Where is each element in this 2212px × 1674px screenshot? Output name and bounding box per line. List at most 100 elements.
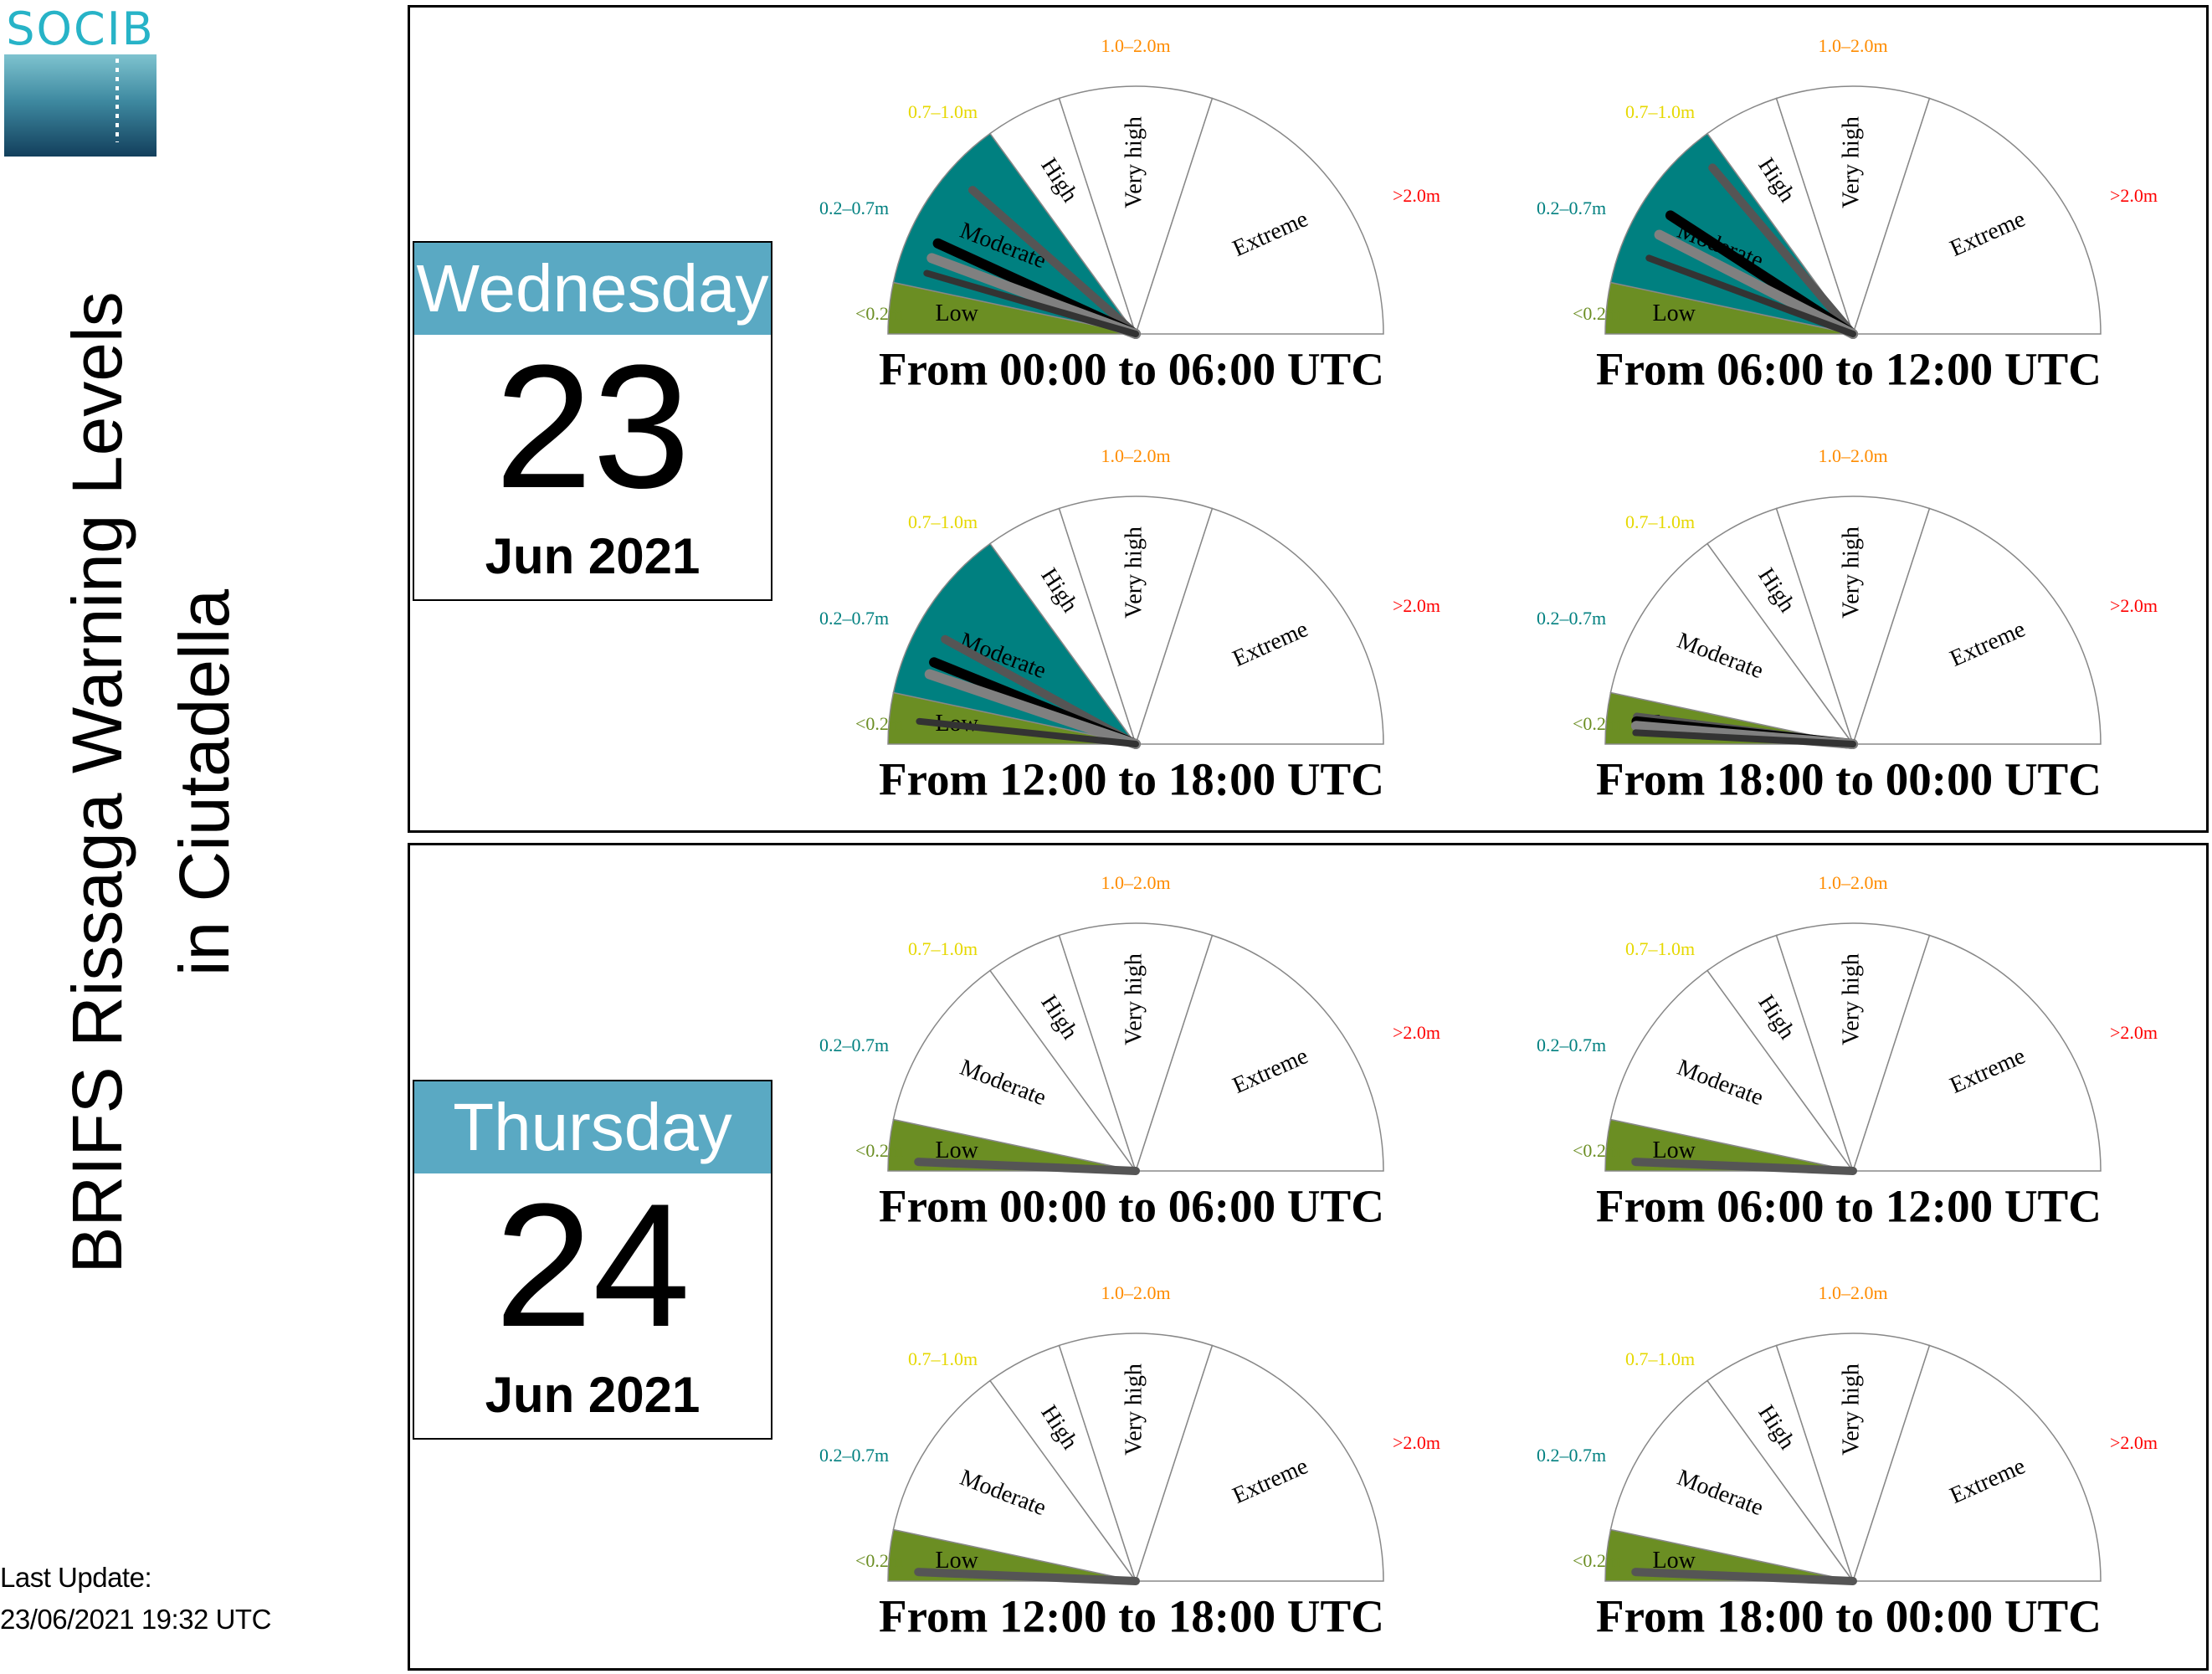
gauge-threshold-label: 0.7–1.0m — [908, 938, 978, 959]
last-update-label: Last Update: — [0, 1562, 152, 1593]
gauge-needle — [916, 717, 1139, 747]
gauge-threshold-label: 1.0–2.0m — [1101, 35, 1170, 56]
gauge-threshold-label: <0.2m — [855, 713, 903, 734]
gauge-sector-moderate — [1609, 969, 1855, 1173]
calendar-weekday: Thursday — [414, 1081, 771, 1173]
gauge-sector-very-high — [1775, 85, 1931, 336]
gauge-threshold-label: 1.0–2.0m — [1818, 35, 1887, 56]
gauge-sector-moderate — [892, 1379, 1137, 1583]
gauge-threshold-label: 0.2–0.7m — [1537, 1445, 1606, 1466]
gauge-period-label: From 00:00 to 06:00 UTC — [879, 344, 1384, 395]
gauge-needle — [914, 1568, 1140, 1585]
calendar-month-year: Jun 2021 — [485, 528, 701, 584]
gauge-threshold-label: 1.0–2.0m — [1818, 1282, 1887, 1303]
gauge-sector-moderate — [1609, 1379, 1855, 1583]
gauge-level-label: Very high — [1838, 116, 1864, 208]
last-update-value: 23/06/2021 19:32 UTC — [0, 1604, 271, 1635]
gauge-period-label: From 00:00 to 06:00 UTC — [879, 1181, 1384, 1232]
gauge-threshold-label: 0.7–1.0m — [908, 1348, 978, 1369]
socib-logo: SOCIB — [4, 4, 157, 157]
gauge-sector-very-high — [1058, 922, 1214, 1173]
gauge-level-label: Very high — [1838, 953, 1864, 1045]
gauge-period-label: From 12:00 to 18:00 UTC — [879, 1591, 1384, 1642]
gauge-sector-extreme — [1134, 1344, 1384, 1582]
gauge-period-label: From 06:00 to 12:00 UTC — [1596, 1181, 2102, 1232]
gauge-threshold-label: 0.2–0.7m — [1537, 608, 1606, 629]
calendar-month-year: Jun 2021 — [485, 1367, 701, 1423]
gauge-threshold-label: >2.0m — [1393, 595, 1440, 616]
gauge-needle — [1631, 1568, 1857, 1585]
gauge-needle — [923, 270, 1139, 337]
gauge-sector-extreme — [1134, 97, 1384, 335]
gauge-level-label: Low — [936, 300, 979, 326]
gauge-threshold-label: 0.7–1.0m — [1625, 938, 1695, 959]
gauge-sector-extreme — [1851, 507, 2102, 745]
gauge-sector-extreme — [1134, 507, 1384, 745]
gauge-threshold-label: 0.2–0.7m — [1537, 198, 1606, 218]
gauge-threshold-label: 0.2–0.7m — [819, 608, 889, 629]
gauge-threshold-label: >2.0m — [1393, 1022, 1440, 1043]
gauge-needle — [1645, 254, 1856, 337]
gauge-threshold-label: 0.2–0.7m — [1537, 1035, 1606, 1055]
gauge-threshold-label: <0.2m — [855, 1140, 903, 1161]
gauge-threshold-label: 0.7–1.0m — [908, 511, 978, 532]
gauge-level-label: Very high — [1838, 526, 1864, 619]
gauge-needle — [967, 186, 1140, 338]
gauge-level-label: Low — [1653, 300, 1696, 326]
gauge-sector-moderate — [1609, 542, 1855, 746]
logo-wave-graphic — [4, 54, 157, 157]
gauge-needle — [924, 669, 1141, 749]
gauge-threshold-label: >2.0m — [2110, 1022, 2158, 1043]
gauge-sector-moderate — [892, 542, 1137, 746]
gauge-period-label: From 18:00 to 00:00 UTC — [1596, 754, 2102, 805]
calendar-card-1: Wednesday 23 Jun 2021 — [413, 241, 772, 601]
gauge-period-label: From 06:00 to 12:00 UTC — [1596, 344, 2102, 395]
gauge-threshold-label: <0.2m — [1573, 303, 1620, 324]
gauge-sector-moderate — [1609, 132, 1855, 336]
gauge-sector-very-high — [1775, 922, 1931, 1173]
gauge-sector-moderate — [892, 969, 1137, 1173]
gauge-threshold-label: >2.0m — [1393, 185, 1440, 206]
gauge-threshold-label: 0.7–1.0m — [1625, 101, 1695, 122]
gauge-threshold-label: 1.0–2.0m — [1818, 445, 1887, 466]
gauge-sector-extreme — [1851, 934, 2102, 1172]
day-panel-1: Wednesday 23 Jun 2021 — [408, 5, 2209, 833]
gauge-threshold-label: 1.0–2.0m — [1101, 445, 1170, 466]
gauge-needle — [1708, 163, 1857, 338]
day-panel-2: Thursday 24 Jun 2021 — [408, 843, 2209, 1671]
gauge-sector-very-high — [1775, 496, 1931, 747]
calendar-weekday: Wednesday — [414, 243, 771, 335]
gauge-needle — [1654, 229, 1858, 339]
gauge-threshold-label: 0.2–0.7m — [819, 1035, 889, 1055]
gauge-sector-very-high — [1775, 1333, 1931, 1584]
last-update: Last Update: 23/06/2021 19:32 UTC — [0, 1557, 271, 1641]
logo-dash-line — [115, 59, 119, 142]
gauge-sector-very-high — [1058, 496, 1214, 747]
gauge-threshold-label: 0.7–1.0m — [1625, 511, 1695, 532]
gauge-threshold-label: 1.0–2.0m — [1818, 872, 1887, 893]
gauge-sector-extreme — [1134, 934, 1384, 1172]
gauge-level-label: Very high — [1121, 116, 1147, 208]
logo-text: SOCIB — [6, 3, 155, 55]
gauge-threshold-label: <0.2m — [1573, 713, 1620, 734]
gauge-threshold-label: <0.2m — [1573, 1140, 1620, 1161]
gauge-threshold-label: <0.2m — [855, 1550, 903, 1571]
gauge-threshold-label: 1.0–2.0m — [1101, 1282, 1170, 1303]
gauge-threshold-label: >2.0m — [2110, 1432, 2158, 1453]
gauge-level-label: Very high — [1121, 526, 1147, 619]
gauge-needle — [1631, 1158, 1857, 1175]
gauge-threshold-label: <0.2m — [1573, 1550, 1620, 1571]
gauge-sector-extreme — [1851, 1344, 2102, 1582]
gauge-period-label: From 12:00 to 18:00 UTC — [879, 754, 1384, 805]
gauge-period-label: From 18:00 to 00:00 UTC — [1596, 1591, 2102, 1642]
gauge-level-label: Very high — [1121, 953, 1147, 1045]
gauge-sector-very-high — [1058, 1333, 1214, 1584]
